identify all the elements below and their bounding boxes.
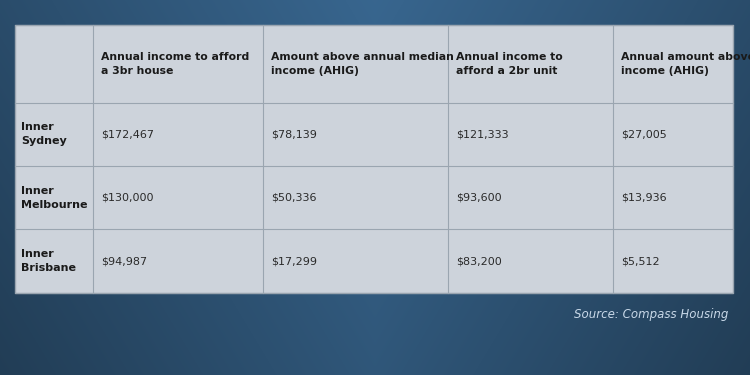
Text: Annual income to
afford a 2br unit: Annual income to afford a 2br unit	[456, 52, 562, 76]
Text: $172,467: $172,467	[101, 129, 154, 140]
Text: $93,600: $93,600	[456, 192, 502, 202]
Text: $94,987: $94,987	[101, 256, 147, 266]
Text: $17,299: $17,299	[271, 256, 317, 266]
Text: $50,336: $50,336	[271, 192, 316, 202]
Text: $121,333: $121,333	[456, 129, 509, 140]
Text: $13,936: $13,936	[621, 192, 667, 202]
Text: $27,005: $27,005	[621, 129, 667, 140]
Text: $5,512: $5,512	[621, 256, 660, 266]
Text: Source: Compass Housing: Source: Compass Housing	[574, 308, 728, 321]
Text: $130,000: $130,000	[101, 192, 154, 202]
FancyBboxPatch shape	[15, 25, 733, 293]
Text: Annual income to afford
a 3br house: Annual income to afford a 3br house	[101, 52, 249, 76]
Text: Inner
Brisbane: Inner Brisbane	[21, 249, 76, 273]
Text: Inner
Melbourne: Inner Melbourne	[21, 186, 88, 210]
Text: Inner
Sydney: Inner Sydney	[21, 123, 67, 147]
Text: Annual amount above median
income (AHIG): Annual amount above median income (AHIG)	[621, 52, 750, 76]
Text: Amount above annual median
income (AHIG): Amount above annual median income (AHIG)	[271, 52, 454, 76]
Text: $78,139: $78,139	[271, 129, 316, 140]
Text: $83,200: $83,200	[456, 256, 502, 266]
